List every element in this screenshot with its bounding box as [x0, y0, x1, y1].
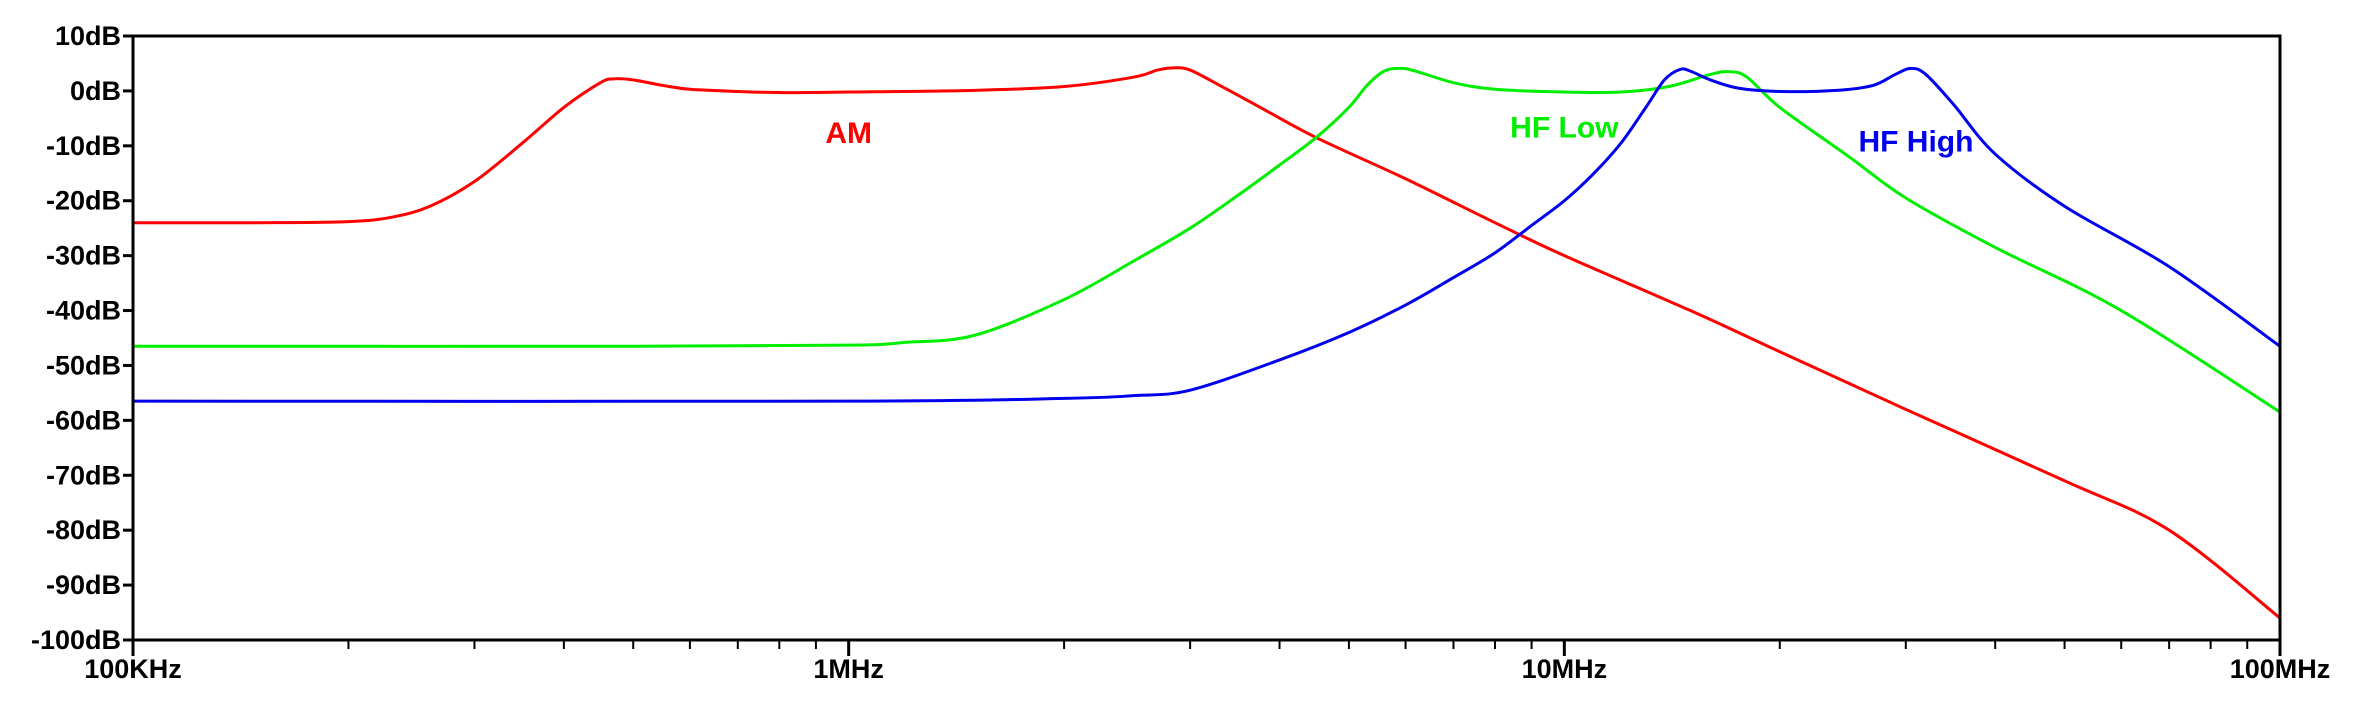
series-label-hf-low: HF Low: [1510, 112, 1619, 145]
label-layer: AM HF Low HF High: [825, 112, 1973, 159]
y-tick-label: -60dB: [46, 405, 121, 435]
y-tick-label: -40dB: [46, 296, 121, 326]
series-label-am: AM: [825, 117, 872, 150]
tick-layer: 10dB 0dB -10dB -20dB -30dB -40dB -50dB -60dB -70…: [31, 21, 2330, 684]
series-line-hf-high: [132, 66, 2281, 403]
series-layer: [132, 66, 2281, 620]
frame-layer: [131, 34, 2282, 642]
y-tick-label: -70dB: [46, 460, 121, 490]
x-tick-label: 10MHz: [1522, 654, 1608, 684]
plot-frame: [131, 34, 2282, 642]
x-tick-label: 100KHz: [84, 654, 182, 684]
series-line-hf-low: [132, 66, 2281, 414]
series-label-hf-high: HF High: [1858, 125, 1973, 158]
y-tick-label: -80dB: [46, 515, 121, 545]
y-tick-label: -50dB: [46, 350, 121, 380]
series-line-am: [132, 66, 2281, 620]
x-tick-label: 1MHz: [813, 654, 884, 684]
y-tick-label: -20dB: [46, 186, 121, 216]
y-tick-label: -100dB: [31, 625, 121, 655]
y-tick-label: 0dB: [70, 76, 121, 106]
y-tick-label: -30dB: [46, 241, 121, 271]
y-tick-label: -10dB: [46, 131, 121, 161]
y-tick-label: 10dB: [55, 21, 121, 51]
x-tick-label: 100MHz: [2230, 654, 2331, 684]
y-tick-label: -90dB: [46, 570, 121, 600]
